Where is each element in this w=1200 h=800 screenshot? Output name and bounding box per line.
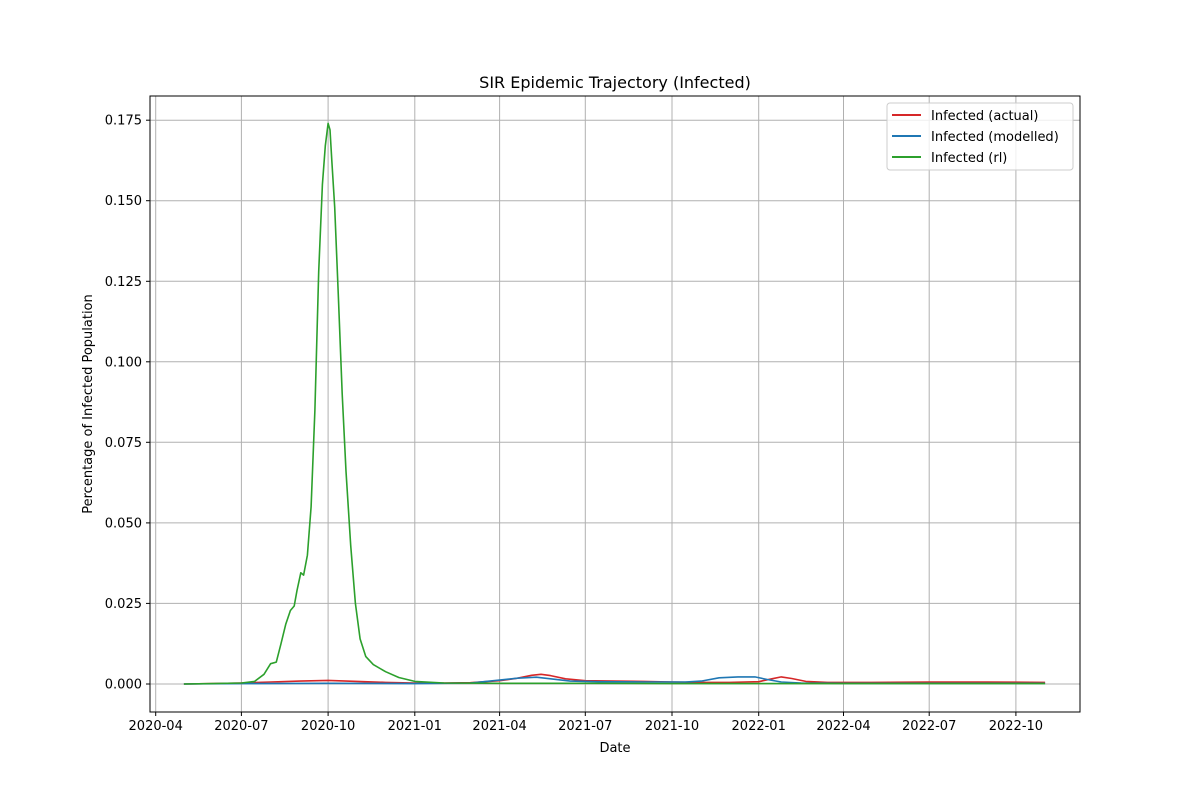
series-line-0	[183, 673, 1046, 685]
x-tick-label: 2021-10	[645, 719, 699, 734]
x-tick-label: 2021-01	[388, 719, 442, 734]
legend-box	[886, 102, 1074, 171]
y-tick-label: 0.075	[105, 436, 142, 451]
chart-title: SIR Epidemic Trajectory (Infected)	[479, 73, 751, 92]
x-tick-label: 2020-07	[214, 719, 268, 734]
y-tick-label: 0.025	[105, 597, 142, 612]
y-axis-label: Percentage of Infected Population	[81, 294, 96, 514]
y-tick-label: 0.100	[105, 355, 142, 370]
y-tick-label: 0.000	[105, 678, 142, 693]
x-tick-label: 2022-07	[902, 719, 956, 734]
x-tick-label: 2021-04	[472, 719, 526, 734]
legend: Infected (actual) Infected (modelled) Infe…	[886, 102, 1074, 171]
legend-label-0: Infected (actual)	[931, 109, 1038, 124]
x-tick-label: 2021-07	[558, 719, 612, 734]
legend-label-1: Infected (modelled)	[931, 130, 1059, 145]
series-line-2	[183, 122, 1046, 685]
y-tick-label: 0.125	[105, 275, 142, 290]
series-lines	[183, 122, 1046, 685]
x-axis-label: Date	[599, 741, 630, 756]
x-tick-label: 2022-04	[816, 719, 870, 734]
x-tick-label: 2020-04	[129, 719, 183, 734]
x-tick-label: 2020-10	[301, 719, 355, 734]
y-tick-label: 0.175	[105, 114, 142, 129]
plot-frame	[149, 95, 1081, 713]
y-tick-label: 0.050	[105, 516, 142, 531]
x-tick-label: 2022-10	[989, 719, 1043, 734]
y-axis-ticks: 0.000 0.025 0.050 0.075 0.100 0.125 0.150 0.175	[105, 114, 150, 693]
legend-label-2: Infected (rl)	[931, 151, 1007, 166]
x-axis-ticks: 2020-04 2020-07 2020-10 2021-01 2021-04 2021-…	[129, 712, 1043, 734]
x-tick-label: 2022-01	[732, 719, 786, 734]
y-tick-label: 0.150	[105, 194, 142, 209]
